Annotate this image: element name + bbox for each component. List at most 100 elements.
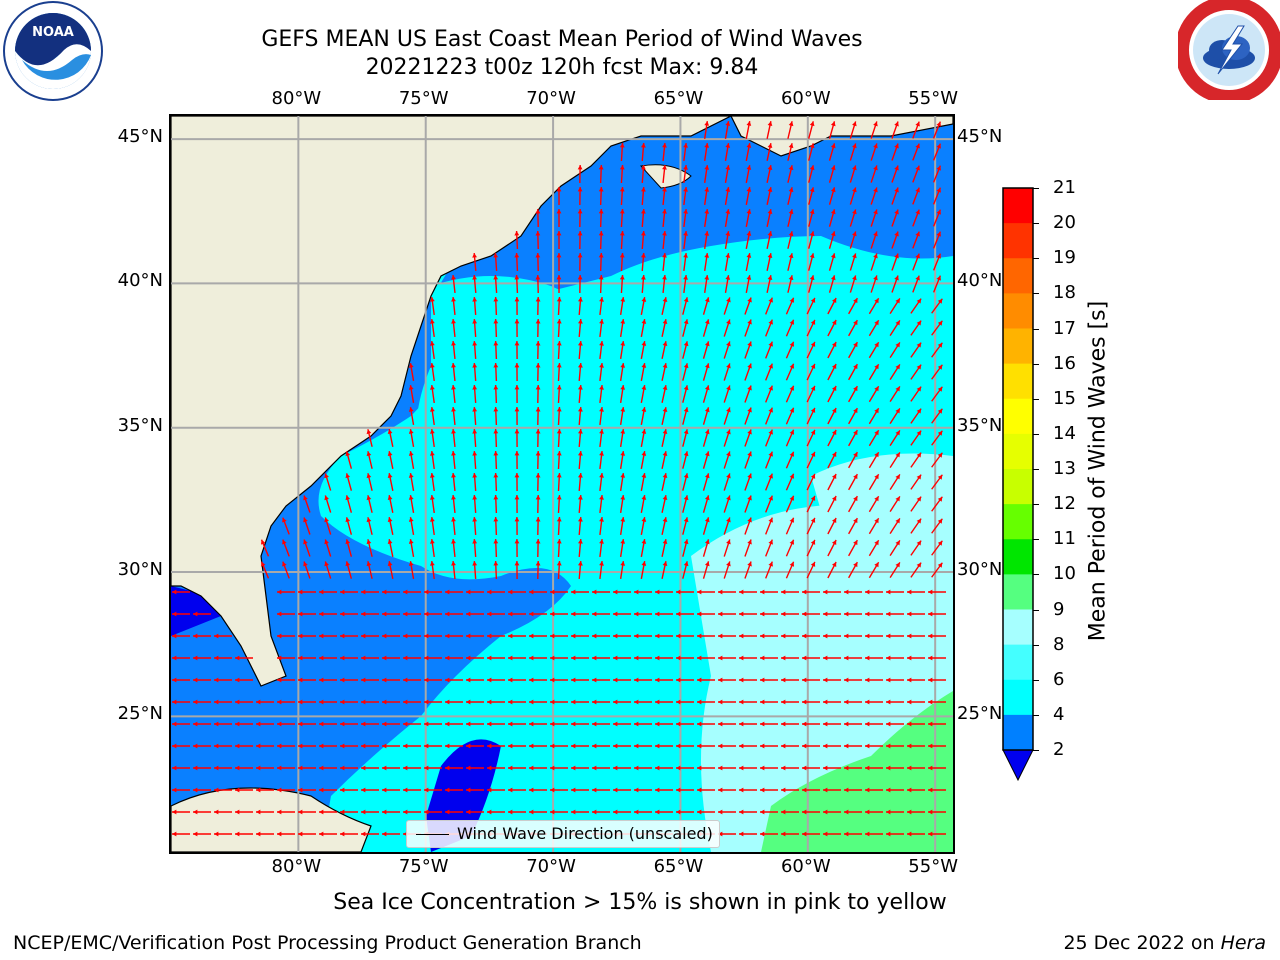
wave-direction-arrowhead (916, 540, 922, 546)
wave-direction-arrowhead (620, 429, 626, 434)
wave-direction-arrowhead (571, 677, 576, 683)
wave-direction-arrowhead (655, 743, 660, 749)
wave-direction-arrowhead (865, 809, 870, 815)
wave-direction-arrowhead (936, 231, 941, 237)
colorbar-swatch (1003, 679, 1033, 716)
wave-direction-arrowhead (781, 677, 786, 683)
wave-direction-arrowhead (408, 517, 414, 522)
wave-direction-arrowhead (578, 451, 583, 456)
wave-direction-arrowhead (704, 319, 710, 325)
wave-direction-arrowhead (550, 611, 555, 617)
colorbar-tick (1033, 363, 1039, 365)
wave-direction-arrowhead (781, 589, 786, 595)
wave-direction-arrowhead (424, 633, 429, 639)
wave-direction-arrowhead (214, 787, 219, 793)
wave-direction-arrowhead (535, 319, 541, 324)
wave-direction-arrowhead (830, 121, 836, 127)
colorbar-swatch (1003, 469, 1033, 505)
wave-direction-arrowhead (844, 721, 849, 727)
wave-direction-arrowhead (319, 655, 324, 661)
wave-direction-arrowhead (725, 209, 731, 214)
wave-direction-arrowhead (634, 677, 639, 683)
wave-period-band-blue (171, 116, 953, 852)
map-gridlines (171, 116, 953, 852)
wave-direction-arrowhead (387, 473, 393, 478)
wave-direction-arrowhead (514, 319, 520, 324)
wave-direction-arrowhead (894, 187, 899, 193)
wave-direction-arrowhead (193, 787, 198, 793)
wave-direction-arrowhead (556, 297, 562, 302)
wave-direction-arrowhead (655, 677, 660, 683)
colorbar-tick (1033, 433, 1039, 435)
wave-direction-arrowhead (852, 121, 857, 127)
lon-tick-label-top: 65°W (653, 88, 704, 109)
wave-direction-arrowhead (550, 787, 555, 793)
wave-direction-arrowhead (809, 187, 815, 193)
wave-direction-arrowhead (556, 429, 562, 434)
wave-direction-arrowhead (429, 429, 435, 434)
wave-direction-arrowhead (936, 121, 941, 127)
wave-direction-arrowhead (907, 743, 912, 749)
wave-direction-arrowhead (937, 408, 943, 414)
wave-direction-arrowhead (429, 473, 435, 478)
wave-direction-arrowhead (382, 655, 387, 661)
colorbar-tick (1033, 293, 1039, 295)
wave-direction-arrowhead (823, 677, 828, 683)
wave-direction-arrowhead (599, 451, 604, 456)
colorbar-tick (1033, 750, 1039, 751)
wave-direction-arrowhead (361, 611, 366, 617)
wave-direction-arrowhead (535, 517, 541, 522)
wave-direction-arrowhead (451, 539, 456, 544)
wave-direction-arrowhead (472, 253, 477, 258)
wave-direction-arrowhead (408, 363, 414, 368)
wave-direction-arrowhead (704, 253, 710, 258)
wave-direction-arrowhead (937, 342, 943, 348)
wave-direction-arrowhead (747, 561, 752, 567)
wave-direction-arrowhead (662, 209, 667, 214)
wave-direction-arrowhead (619, 187, 625, 192)
wave-direction-arrowhead (662, 165, 667, 170)
wave-direction-arrowhead (535, 407, 541, 412)
wave-direction-arrowhead (760, 633, 765, 639)
wave-direction-arrowhead (865, 699, 870, 705)
wave-direction-arrowhead (640, 165, 646, 170)
wave-direction-arrowhead (747, 319, 752, 325)
wave-direction-arrowhead (865, 743, 870, 749)
wave-direction-arrowhead (256, 765, 261, 771)
colorbar-tick (1033, 714, 1039, 716)
wave-direction-arrowhead (662, 407, 668, 413)
wave-direction-arrowhead (535, 473, 541, 478)
wave-direction-arrowhead (472, 341, 478, 346)
wave-direction-arrowhead (493, 429, 499, 434)
wave-direction-arrowhead (514, 275, 520, 280)
wave-direction-arrowhead (726, 539, 731, 545)
legend-label: Wind Wave Direction (unscaled) (457, 824, 713, 843)
wave-direction-arrowhead (662, 495, 668, 501)
wave-direction-arrowhead (655, 633, 660, 639)
wave-direction-arrowhead (361, 809, 366, 815)
wave-direction-arrowhead (214, 699, 219, 705)
wave-direction-arrowhead (831, 429, 837, 435)
wave-direction-arrowhead (556, 363, 562, 368)
wave-direction-arrowhead (916, 474, 922, 480)
wave-direction-arrowhead (451, 407, 456, 412)
wave-direction-arrowhead (535, 429, 541, 434)
wave-direction-arrowhead (382, 589, 387, 595)
wave-direction-arrowhead (718, 699, 723, 705)
wave-direction-arrowhead (424, 699, 429, 705)
wave-direction-arrowhead (599, 407, 604, 412)
wave-direction-arrowhead (340, 809, 345, 815)
wave-direction-arrowhead (466, 633, 471, 639)
wave-direction-arrowhead (445, 655, 450, 661)
wave-direction-arrowhead (873, 165, 878, 171)
wave-direction-arrowhead (514, 517, 520, 522)
footer-machine: Hera (1220, 932, 1266, 954)
wave-direction-arrowhead (592, 655, 597, 661)
wave-direction-arrowhead (340, 831, 345, 837)
colorbar-tick (1033, 188, 1039, 189)
wave-direction-arrowhead (472, 407, 478, 412)
wave-direction-arrowhead (429, 495, 435, 500)
wave-direction-arrowhead (214, 765, 219, 771)
wave-direction-arrowhead (676, 611, 681, 617)
wave-direction-arrowhead (809, 143, 815, 149)
